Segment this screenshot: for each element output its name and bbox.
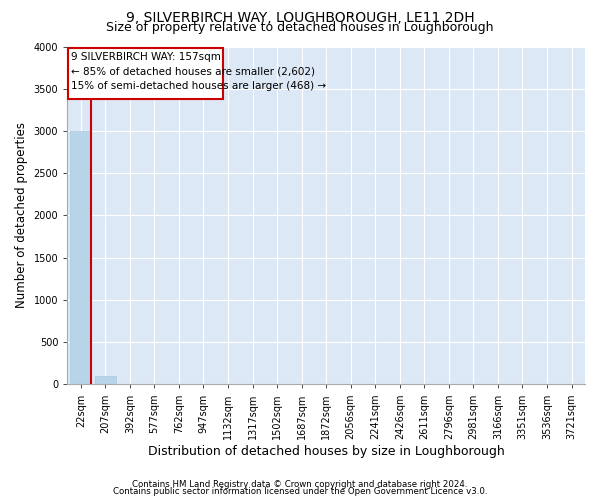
Bar bbox=[95, 376, 116, 384]
Text: ← 85% of detached houses are smaller (2,602): ← 85% of detached houses are smaller (2,… bbox=[71, 67, 314, 77]
FancyBboxPatch shape bbox=[68, 48, 223, 99]
Bar bbox=[70, 131, 91, 384]
Text: Contains public sector information licensed under the Open Government Licence v3: Contains public sector information licen… bbox=[113, 487, 487, 496]
Text: Contains HM Land Registry data © Crown copyright and database right 2024.: Contains HM Land Registry data © Crown c… bbox=[132, 480, 468, 489]
X-axis label: Distribution of detached houses by size in Loughborough: Distribution of detached houses by size … bbox=[148, 444, 505, 458]
Text: 9 SILVERBIRCH WAY: 157sqm: 9 SILVERBIRCH WAY: 157sqm bbox=[71, 52, 220, 62]
Text: 15% of semi-detached houses are larger (468) →: 15% of semi-detached houses are larger (… bbox=[71, 82, 326, 92]
Y-axis label: Number of detached properties: Number of detached properties bbox=[15, 122, 28, 308]
Text: 9, SILVERBIRCH WAY, LOUGHBOROUGH, LE11 2DH: 9, SILVERBIRCH WAY, LOUGHBOROUGH, LE11 2… bbox=[125, 11, 475, 25]
Text: Size of property relative to detached houses in Loughborough: Size of property relative to detached ho… bbox=[106, 21, 494, 34]
